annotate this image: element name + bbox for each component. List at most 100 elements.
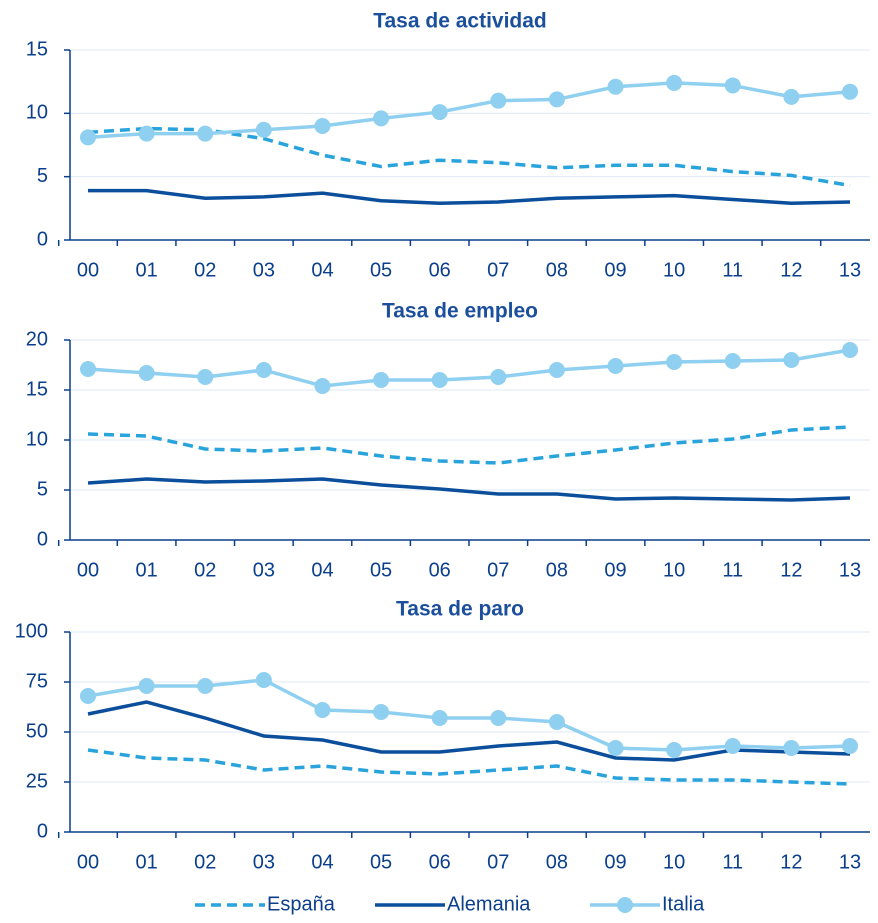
x-tick-label: 05 — [370, 851, 392, 873]
x-tick-label: 12 — [780, 559, 802, 581]
x-tick-label: 02 — [194, 851, 216, 873]
marker — [666, 74, 683, 91]
y-tick-label: 10 — [26, 428, 48, 450]
y-tick-label: 75 — [26, 670, 48, 692]
x-tick-label: 08 — [546, 259, 568, 281]
chart-title: Tasa de paro — [396, 598, 524, 621]
marker — [138, 125, 155, 142]
marker — [373, 110, 390, 127]
series-line — [87, 81, 851, 140]
x-tick-label: 00 — [77, 259, 99, 281]
legend-label: España — [267, 893, 336, 915]
x-tick-label: 08 — [546, 559, 568, 581]
x-tick-label: 03 — [253, 851, 275, 873]
series-line — [87, 477, 851, 502]
x-tick-label: 11 — [722, 851, 743, 873]
marker — [842, 738, 858, 754]
y-tick-label: 25 — [26, 770, 48, 792]
chart-title: Tasa de empleo — [382, 300, 538, 323]
y-tick-label: 0 — [37, 228, 48, 250]
marker — [431, 372, 448, 388]
series-line — [87, 748, 851, 786]
marker — [548, 91, 565, 108]
marker — [666, 742, 683, 758]
x-tick-label: 06 — [429, 259, 451, 281]
marker — [783, 740, 800, 756]
marker — [666, 354, 683, 370]
x-tick-label: 04 — [311, 259, 333, 281]
marker — [80, 688, 96, 704]
x-tick-label: 03 — [253, 559, 275, 581]
x-tick-label: 03 — [253, 259, 275, 281]
y-tick-label: 15 — [26, 378, 48, 400]
marker — [607, 78, 624, 95]
marker — [197, 369, 214, 385]
y-tick-label: 0 — [37, 820, 48, 842]
x-tick-label: 01 — [135, 559, 157, 581]
y-tick-label: 100 — [15, 620, 48, 642]
y-tick-label: 20 — [26, 328, 48, 350]
x-tick-label: 00 — [77, 851, 99, 873]
marker — [490, 92, 507, 109]
series-line — [87, 126, 851, 188]
x-tick-label: 13 — [839, 559, 861, 581]
marker — [783, 88, 800, 105]
y-tick-label: 5 — [37, 165, 48, 187]
marker — [197, 678, 214, 694]
marker — [548, 362, 565, 378]
marker — [724, 738, 741, 754]
x-tick-label: 10 — [663, 559, 685, 581]
marker — [490, 710, 507, 726]
series-line — [87, 678, 851, 752]
marker — [431, 104, 448, 121]
x-tick-label: 08 — [546, 851, 568, 873]
x-tick-label: 13 — [839, 851, 861, 873]
marker — [373, 704, 390, 720]
marker — [373, 372, 390, 388]
marker — [314, 378, 331, 394]
marker — [197, 125, 214, 142]
marker — [255, 672, 272, 688]
x-tick-label: 11 — [722, 559, 743, 581]
marker — [138, 365, 155, 381]
x-tick-label: 07 — [487, 259, 509, 281]
x-tick-label: 05 — [370, 559, 392, 581]
legend-label: Italia — [662, 893, 705, 915]
legend-marker — [617, 897, 633, 913]
x-tick-label: 06 — [429, 559, 451, 581]
marker — [842, 342, 858, 358]
x-tick-label: 05 — [370, 259, 392, 281]
x-tick-label: 07 — [487, 851, 509, 873]
marker — [255, 121, 272, 138]
x-tick-label: 00 — [77, 559, 99, 581]
marker — [80, 361, 96, 377]
marker — [724, 353, 741, 369]
series-line — [87, 700, 851, 762]
x-tick-label: 09 — [604, 259, 626, 281]
marker — [548, 714, 565, 730]
x-tick-label: 10 — [663, 851, 685, 873]
x-tick-label: 12 — [780, 259, 802, 281]
marker — [314, 702, 331, 718]
marker — [842, 83, 858, 100]
x-tick-label: 09 — [604, 851, 626, 873]
x-tick-label: 02 — [194, 559, 216, 581]
y-tick-label: 15 — [26, 38, 48, 60]
x-tick-label: 12 — [780, 851, 802, 873]
x-tick-label: 07 — [487, 559, 509, 581]
marker — [724, 77, 741, 94]
y-tick-label: 5 — [37, 478, 48, 500]
marker — [490, 369, 507, 385]
series-line — [88, 188, 851, 206]
x-tick-label: 01 — [135, 851, 157, 873]
x-tick-label: 10 — [663, 259, 685, 281]
x-tick-label: 06 — [429, 851, 451, 873]
marker — [607, 358, 624, 374]
chart-title: Tasa de actividad — [373, 10, 547, 33]
series-line — [87, 425, 851, 465]
x-tick-label: 01 — [135, 259, 157, 281]
marker — [783, 352, 800, 368]
y-tick-label: 0 — [37, 528, 48, 550]
marker — [431, 710, 448, 726]
marker — [314, 118, 331, 134]
